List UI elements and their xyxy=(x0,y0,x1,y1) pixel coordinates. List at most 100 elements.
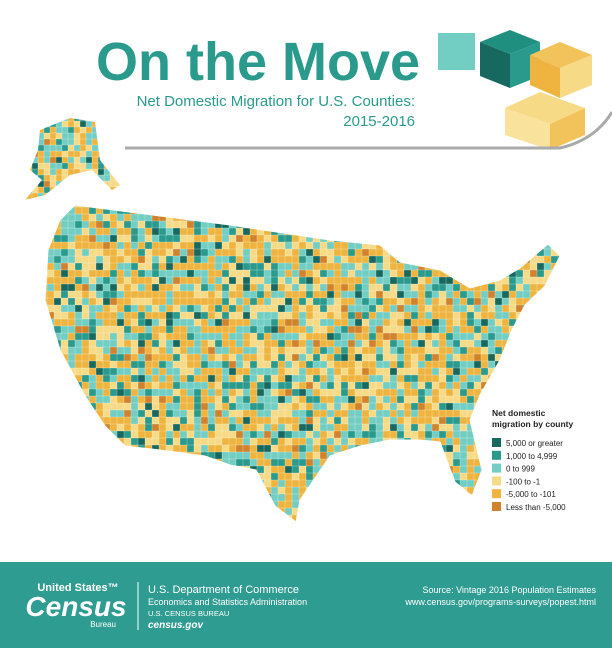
county-area xyxy=(73,493,77,497)
county-area xyxy=(452,374,461,383)
county-area xyxy=(263,374,272,383)
county-area xyxy=(186,276,195,285)
county-area xyxy=(256,430,265,439)
county-area xyxy=(305,409,314,418)
county-area xyxy=(116,500,125,509)
county-area xyxy=(375,486,384,495)
county-area xyxy=(403,402,412,411)
county-area xyxy=(340,500,349,509)
county-area xyxy=(95,472,104,481)
county-area xyxy=(410,248,419,257)
legend-label: -100 to -1 xyxy=(506,477,541,486)
county-area xyxy=(67,423,76,432)
county-area xyxy=(93,501,97,505)
county-area xyxy=(368,205,377,208)
county-area xyxy=(445,514,454,522)
county-area xyxy=(53,374,62,383)
county-area xyxy=(53,486,62,495)
county-area xyxy=(144,367,153,376)
source-url[interactable]: www.census.gov/programs-surveys/popest.h… xyxy=(404,597,596,607)
county-area xyxy=(424,297,433,306)
county-area xyxy=(93,505,97,509)
county-area xyxy=(46,205,55,208)
county-area xyxy=(515,248,524,257)
county-area xyxy=(557,430,560,439)
county-area xyxy=(116,290,125,299)
county-area xyxy=(494,206,503,215)
county-area xyxy=(249,444,258,453)
county-area xyxy=(228,493,237,502)
county-area xyxy=(403,206,412,215)
county-area xyxy=(81,489,85,493)
county-area xyxy=(284,283,293,292)
county-area xyxy=(270,325,279,334)
county-area xyxy=(74,339,83,348)
county-area xyxy=(103,192,111,200)
county-area xyxy=(431,416,440,425)
county-area xyxy=(354,205,363,208)
county-area xyxy=(494,269,503,278)
county-area xyxy=(79,138,87,146)
county-area xyxy=(340,297,349,306)
county-area xyxy=(431,339,440,348)
county-area xyxy=(221,339,230,348)
county-area xyxy=(536,227,545,236)
county-area xyxy=(97,126,105,134)
county-area xyxy=(109,269,118,278)
website[interactable]: census.gov xyxy=(148,620,204,631)
county-area xyxy=(67,150,75,158)
county-area xyxy=(186,507,195,516)
county-area xyxy=(375,472,384,481)
county-area xyxy=(557,374,560,383)
county-area xyxy=(389,388,398,397)
county-area xyxy=(67,500,76,509)
county-area xyxy=(123,248,132,257)
county-area xyxy=(73,156,81,164)
county-area xyxy=(137,409,146,418)
county-area xyxy=(116,465,125,474)
county-area xyxy=(501,318,510,327)
county-area xyxy=(424,367,433,376)
county-area xyxy=(487,255,496,264)
county-area xyxy=(31,126,39,134)
county-area xyxy=(123,205,132,208)
county-area xyxy=(55,180,63,188)
county-area xyxy=(97,517,101,521)
county-area xyxy=(515,269,524,278)
county-area xyxy=(73,529,77,533)
county-area xyxy=(113,501,117,505)
county-area xyxy=(410,234,419,243)
county-area xyxy=(88,360,97,369)
county-area xyxy=(95,521,104,522)
county-area xyxy=(81,283,90,292)
county-area xyxy=(396,493,405,502)
county-area xyxy=(263,339,272,348)
county-area xyxy=(172,234,181,243)
county-area xyxy=(494,339,503,348)
county-area xyxy=(186,332,195,341)
county-area xyxy=(186,437,195,446)
county-area xyxy=(501,325,510,334)
county-area xyxy=(312,500,321,509)
county-area xyxy=(31,186,39,194)
county-area xyxy=(452,360,461,369)
county-area xyxy=(382,472,391,481)
county-area xyxy=(45,311,48,320)
county-area xyxy=(396,206,405,215)
county-area xyxy=(228,402,237,411)
county-area xyxy=(117,513,121,517)
county-area xyxy=(361,332,370,341)
county-area xyxy=(69,513,73,517)
county-area xyxy=(123,353,132,362)
county-area xyxy=(368,269,377,278)
county-area xyxy=(67,180,75,188)
county-area xyxy=(529,521,538,522)
county-area xyxy=(277,472,286,481)
county-area xyxy=(61,150,69,158)
county-area xyxy=(116,388,125,397)
county-area xyxy=(284,346,293,355)
county-area xyxy=(200,353,209,362)
county-area xyxy=(130,500,139,509)
county-area xyxy=(49,168,57,176)
county-area xyxy=(368,213,377,222)
